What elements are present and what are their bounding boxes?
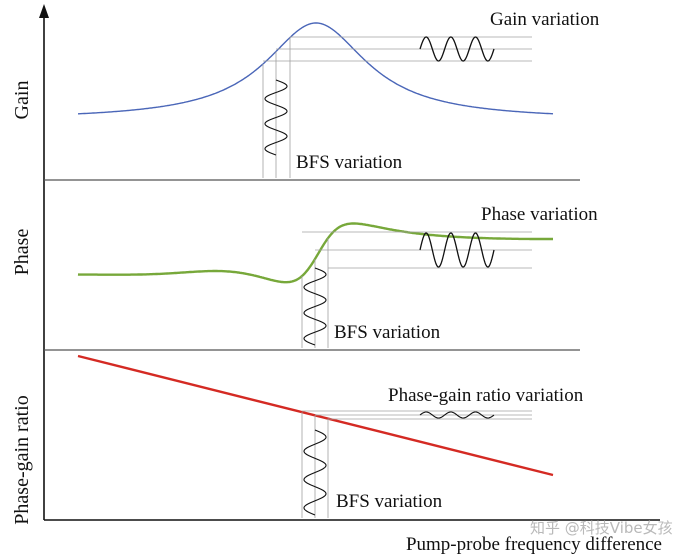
phase-output-label: Phase variation — [481, 204, 598, 225]
ratio-panel: Phase-gain ratio variation BFS variation… — [11, 354, 584, 525]
phase-input-label: BFS variation — [334, 322, 441, 343]
ratio-output-label: Phase-gain ratio variation — [388, 385, 584, 406]
phase-curve — [77, 222, 553, 284]
phase-output-wave — [419, 232, 495, 268]
phase-ylabel: Phase — [11, 229, 33, 276]
ratio-input-wave — [303, 429, 327, 516]
watermark: 知乎 @科技Vibe女孩 — [530, 519, 673, 537]
gain-input-label: BFS variation — [296, 152, 403, 173]
y-axis-arrow-icon — [39, 4, 49, 18]
ratio-curve — [77, 354, 554, 477]
ratio-ylabel: Phase-gain ratio — [11, 395, 33, 524]
ratio-input-label: BFS variation — [336, 491, 443, 512]
gain-output-label: Gain variation — [490, 9, 600, 30]
x-axis-label: Pump-probe frequency difference — [406, 534, 662, 555]
phase-input-wave — [303, 267, 327, 346]
gain-panel: Gain variation BFS variation Gain — [11, 9, 600, 178]
ratio-output-wave — [419, 411, 495, 419]
phase-guide-lines — [301, 231, 532, 348]
phase-panel: Phase variation BFS variation Phase — [11, 204, 598, 348]
ratio-guide-lines — [301, 410, 532, 518]
gain-output-wave — [419, 36, 495, 62]
gain-ylabel: Gain — [11, 81, 33, 120]
gain-input-wave — [264, 79, 288, 156]
gain-curve — [78, 22, 554, 115]
